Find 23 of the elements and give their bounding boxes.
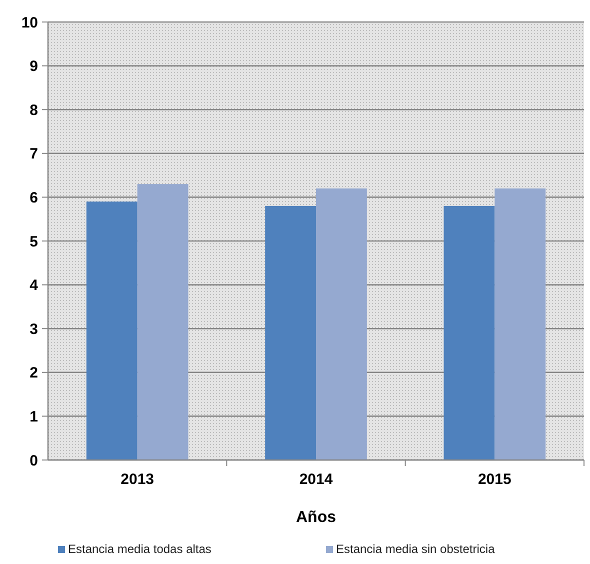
bar	[265, 206, 316, 460]
y-tick-label: 8	[30, 102, 38, 119]
y-tick-label: 6	[30, 189, 38, 206]
y-tick-label: 3	[30, 320, 38, 338]
bar	[137, 184, 188, 460]
y-tick-label: 1	[30, 408, 38, 426]
bar	[444, 206, 495, 460]
bar	[494, 188, 546, 460]
y-tick-label: 7	[30, 146, 38, 163]
y-tick-label: 0	[30, 452, 38, 470]
y-tick-label: 10	[21, 14, 38, 32]
bar	[316, 188, 367, 460]
x-tick-label: 2013	[120, 471, 154, 488]
x-tick-label: 2014	[299, 471, 334, 488]
y-tick-label: 9	[30, 58, 38, 76]
legend-label: Estancia media todas altas	[68, 542, 212, 556]
bar	[86, 202, 138, 460]
y-tick-label: 5	[30, 233, 38, 250]
x-axis-title: Años	[296, 509, 336, 526]
y-tick-label: 4	[30, 277, 39, 294]
x-tick-label: 2015	[478, 471, 512, 488]
y-tick-label: 2	[30, 364, 38, 382]
legend-label: Estancia media sin obstetricia	[336, 542, 496, 556]
